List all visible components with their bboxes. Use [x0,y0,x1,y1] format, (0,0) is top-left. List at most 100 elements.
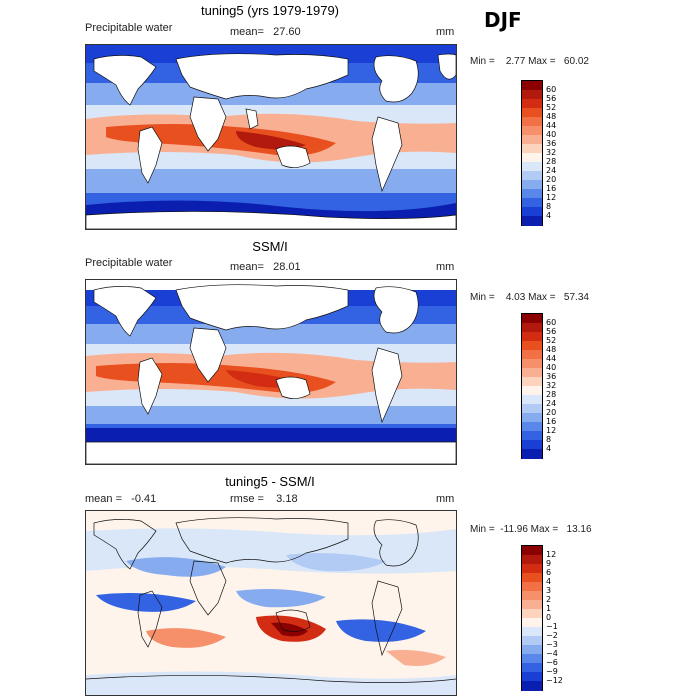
colorbar-tick-label: 16 [546,184,557,193]
colorbar-tick-label: 60 [546,85,557,94]
colorbar-band [522,564,542,574]
colorbar-band [522,314,542,324]
colorbar-band [522,609,542,619]
colorbar-band [522,386,542,396]
panel1-min-max: Min = 2.77 Max = 60.02 [470,56,589,67]
colorbar-band [522,162,542,172]
colorbar-tick-label: 12 [546,550,557,559]
colorbar-band [522,377,542,387]
colorbar-band [522,90,542,100]
colorbar-band [522,117,542,127]
colorbar-tick-label: −12 [546,676,563,685]
colorbar-tick-label: −2 [546,631,558,640]
colorbar-band [522,126,542,136]
colorbar-band [522,555,542,565]
colorbar-band [522,144,542,154]
colorbar-tick-label: −9 [546,667,558,676]
colorbar-tick-label: 1 [546,604,552,613]
colorbar-band [522,323,542,333]
colorbar-band [522,395,542,405]
panel3-map [85,510,457,696]
panel3-colorbar: 12 9 6 4 3 2 1 0 −1 −2 −3 −4 −6 −9 −12 [521,545,563,691]
colorbar-band [522,600,542,610]
colorbar-tick-label: 8 [546,435,552,444]
colorbar-band [522,404,542,414]
colorbar-tick-label: −1 [546,622,558,631]
panel3-title: tuning5 - SSM/I [225,474,315,489]
colorbar-tick-label: 32 [546,381,557,390]
colorbar-tick-label: 48 [546,112,557,121]
colorbar-band [522,431,542,441]
colorbar-band [522,341,542,351]
panel3-mean-label: mean = -0.41 [85,493,157,505]
colorbar-tick-label: 4 [546,444,552,453]
panel2-left-label: Precipitable water [85,257,173,269]
colorbar-tick-label: 60 [546,318,557,327]
colorbar-band [522,645,542,655]
colorbar-band [522,681,542,691]
colorbar-band [522,108,542,118]
colorbar-tick-label: 24 [546,166,557,175]
colorbar-band [522,332,542,342]
panel3-units: mm [436,493,455,505]
colorbar-tick-label: 44 [546,121,557,130]
colorbar-band [522,216,542,226]
panel3-min-max: Min = -11.96 Max = 13.16 [470,524,592,535]
colorbar-tick-label: 36 [546,139,557,148]
colorbar-tick-label: 48 [546,345,557,354]
colorbar-tick-label: 8 [546,202,552,211]
colorbar-tick-label: 40 [546,363,557,372]
colorbar-band [522,359,542,369]
colorbar-band [522,573,542,583]
colorbar-tick-label: 12 [546,193,557,202]
colorbar-band [522,636,542,646]
panel1-units: mm [436,26,455,38]
colorbar-tick-label: 4 [546,577,552,586]
colorbar-tick-label: 9 [546,559,552,568]
colorbar-tick-label: 0 [546,613,552,622]
colorbar-band [522,422,542,432]
colorbar-band [522,413,542,423]
panel1-mean-label: mean= 27.60 [230,26,301,38]
colorbar-tick-label: 20 [546,175,557,184]
colorbar-tick-label: 28 [546,390,557,399]
colorbar-band [522,663,542,673]
panel2-min-max: Min = 4.03 Max = 57.34 [470,292,589,303]
colorbar-tick-label: 40 [546,130,557,139]
colorbar-tick-label: 20 [546,408,557,417]
panel1-map [85,44,457,230]
colorbar-tick-label: 52 [546,336,557,345]
colorbar-tick-label: 24 [546,399,557,408]
colorbar-tick-label: −3 [546,640,558,649]
season-label: DJF [484,8,522,32]
panel2-title: SSM/I [252,239,288,254]
colorbar-band [522,180,542,190]
colorbar-band [522,153,542,163]
colorbar-band [522,99,542,109]
colorbar-band [522,350,542,360]
colorbar-band [522,207,542,217]
colorbar-band [522,368,542,378]
colorbar-band [522,582,542,592]
colorbar-tick-label: 28 [546,157,557,166]
panel2-map [85,279,457,465]
colorbar-tick-label: 32 [546,148,557,157]
colorbar-band [522,171,542,181]
panel2-mean-label: mean= 28.01 [230,261,301,273]
colorbar-tick-label: 2 [546,595,552,604]
colorbar-tick-label: −4 [546,649,558,658]
colorbar-tick-label: 3 [546,586,552,595]
colorbar-band [522,440,542,450]
panel1-left-label: Precipitable water [85,22,173,34]
colorbar-band [522,81,542,91]
colorbar-band [522,198,542,208]
colorbar-tick-label: 36 [546,372,557,381]
colorbar-tick-label: 56 [546,327,557,336]
colorbar-band [522,449,542,459]
colorbar-band [522,591,542,601]
colorbar-tick-label: −6 [546,658,558,667]
colorbar-band [522,672,542,682]
colorbar-band [522,189,542,199]
colorbar-band [522,618,542,628]
panel2-colorbar: 60 56 52 48 44 40 36 32 28 24 20 16 12 8 4 [521,313,556,459]
